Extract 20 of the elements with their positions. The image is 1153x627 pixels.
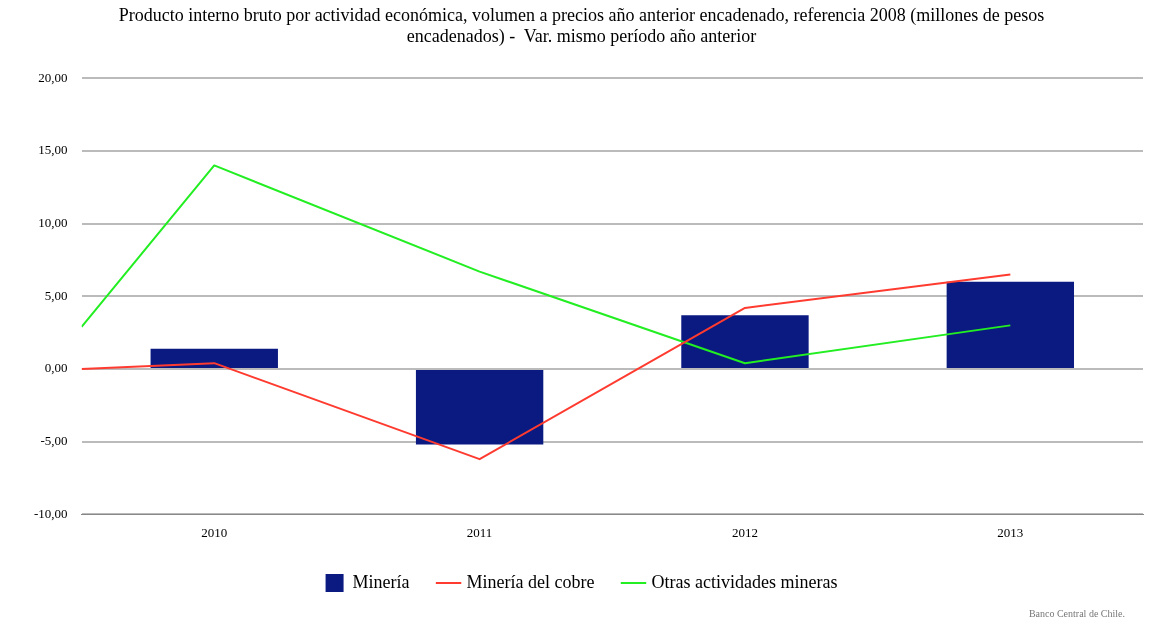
legend-label: Otras actividades mineras (651, 571, 838, 592)
bar (681, 315, 809, 368)
x-tick-label: 2011 (466, 524, 493, 540)
y-tick-label: 20,00 (38, 69, 68, 85)
legend-label: Minería del cobre (466, 571, 595, 592)
legend-label: Minería (352, 571, 410, 592)
y-tick-label: 0,00 (44, 360, 68, 376)
x-tick-label: 2012 (731, 524, 758, 540)
y-tick-label: 10,00 (38, 215, 68, 231)
y-tick-label: -5,00 (40, 433, 68, 449)
bar (946, 281, 1075, 368)
bar (150, 348, 278, 368)
bar (415, 370, 544, 445)
x-tick-label: 2010 (201, 524, 228, 540)
y-tick-label: -10,00 (33, 505, 68, 521)
y-tick-label: 15,00 (38, 142, 68, 158)
y-tick-label: 5,00 (44, 287, 68, 303)
x-tick-label: 2013 (997, 524, 1024, 540)
chart-title: Producto interno bruto por actividad económica, volumen a precios año anterior encadenado, referencia 2008 (millones de pesos encadenados) - Var. mismo período año anterior (118, 4, 1045, 48)
text: Banco Central de Chile. (1028, 608, 1125, 619)
